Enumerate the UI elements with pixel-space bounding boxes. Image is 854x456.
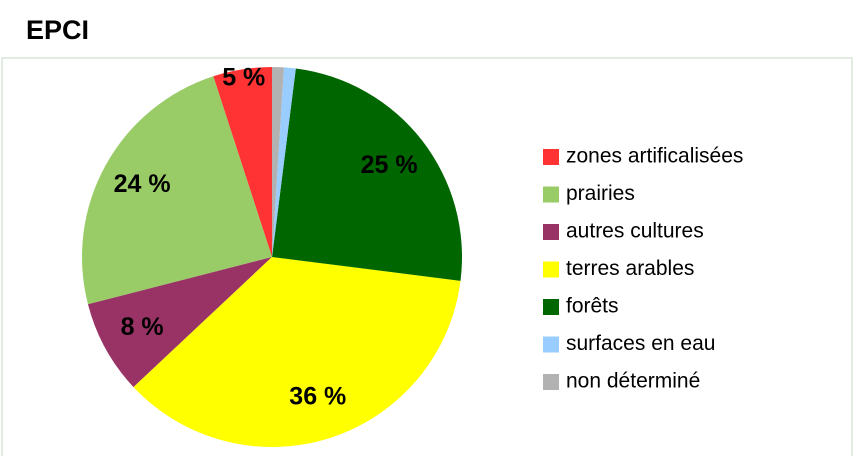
- pie-slice: [87, 257, 272, 388]
- data-label: 8 %: [121, 313, 164, 341]
- legend-swatch: [543, 299, 559, 315]
- pie-slice: [272, 67, 284, 257]
- legend-swatch: [543, 186, 559, 203]
- legend-swatch: [543, 224, 559, 240]
- legend-label: non déterminé: [566, 370, 700, 393]
- legend-label: zones artificalisées: [566, 145, 743, 168]
- legend-swatch: [543, 149, 559, 165]
- legend-swatch: [543, 261, 559, 278]
- chart-title: EPCI: [26, 15, 89, 45]
- legend-label: autres cultures: [566, 220, 704, 243]
- data-label: 36 %: [289, 383, 346, 411]
- pie-slice: [82, 76, 272, 305]
- legend-label: forêts: [566, 295, 619, 318]
- data-label: 25 %: [361, 151, 418, 179]
- pie-slice: [133, 257, 461, 447]
- plot-frame: [1, 57, 853, 456]
- pie-slice: [213, 67, 272, 257]
- data-label: 24 %: [114, 170, 171, 198]
- legend-label: prairies: [566, 182, 635, 205]
- pie-slice: [272, 67, 296, 257]
- legend-label: terres arables: [566, 257, 694, 280]
- legend-label: surfaces en eau: [566, 332, 715, 355]
- legend-swatch: [543, 336, 559, 353]
- data-label: 5 %: [222, 63, 265, 91]
- pie-slice: [272, 68, 462, 281]
- legend-swatch: [543, 374, 559, 390]
